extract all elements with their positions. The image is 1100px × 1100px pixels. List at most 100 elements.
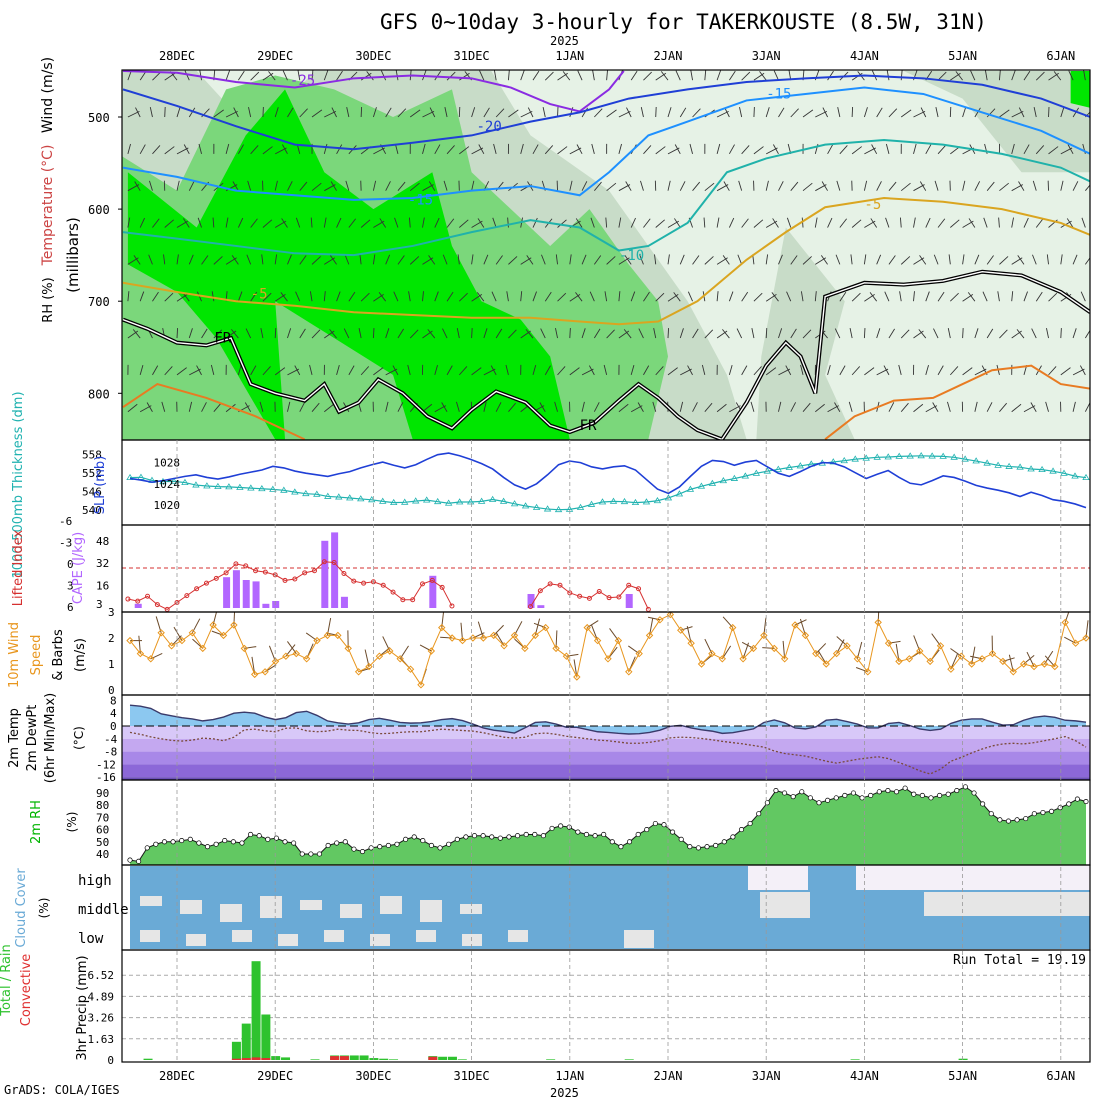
wind-barb xyxy=(1035,145,1045,155)
rh2m-point xyxy=(480,833,486,839)
cloud-gap xyxy=(460,904,482,914)
isotherm--25 xyxy=(122,70,625,113)
wind-barb xyxy=(429,107,436,118)
precip-total-bar xyxy=(261,1014,271,1060)
wind-barb xyxy=(287,181,293,191)
wind-barb xyxy=(188,181,195,191)
wind-barb xyxy=(152,145,161,155)
li-point xyxy=(154,602,160,608)
wind-barb xyxy=(127,403,138,413)
li-point xyxy=(184,593,190,599)
wind-barb xyxy=(569,328,571,339)
ylabel-temp2m: 2m Temp xyxy=(7,708,22,768)
thickness-point xyxy=(379,497,387,504)
rh2m-point xyxy=(902,785,908,791)
wind-barb xyxy=(674,218,681,228)
wind-barb xyxy=(280,292,288,302)
precip-total-bar xyxy=(850,1059,860,1060)
wind-barb xyxy=(225,143,230,154)
wind-barb xyxy=(139,144,146,155)
wind-barb xyxy=(1060,254,1063,265)
wind-barb xyxy=(557,219,567,228)
wind-barb xyxy=(606,329,615,339)
thickness-point xyxy=(620,497,629,505)
rh2m-point xyxy=(265,836,271,842)
wind-barb-10m xyxy=(888,640,901,644)
wind-speed-point xyxy=(760,631,768,640)
slp-tick-label: 1020 xyxy=(154,499,181,512)
rh2m-point xyxy=(1014,817,1020,823)
wind-barb xyxy=(231,255,239,265)
wind-barb xyxy=(520,70,525,81)
wind-barb xyxy=(446,218,455,228)
rh2m-point xyxy=(428,842,434,849)
wind-barb xyxy=(127,143,131,154)
thickness-point xyxy=(906,452,914,459)
thickness-point xyxy=(236,483,244,490)
wind-barb xyxy=(640,107,644,118)
wind-speed-point xyxy=(832,649,841,658)
cloud-level-label-high: high xyxy=(78,873,112,889)
wind-barb xyxy=(728,217,735,228)
cloud-clear xyxy=(748,866,808,890)
wind-barb xyxy=(974,107,981,118)
wind-barb xyxy=(163,254,166,265)
wind-barb xyxy=(477,218,485,228)
li-point xyxy=(380,582,386,588)
wind-barb xyxy=(201,402,207,412)
wind-barb xyxy=(554,401,558,412)
wind-barb xyxy=(687,365,693,376)
wind-barb xyxy=(605,217,608,228)
wind-barb xyxy=(394,143,399,154)
wind-barb xyxy=(821,181,828,191)
wind-barb xyxy=(188,328,193,339)
thickness-point xyxy=(741,472,750,479)
wind-barb xyxy=(998,70,1001,81)
li-point xyxy=(361,580,367,586)
li-point xyxy=(321,559,327,565)
wind-speed-point xyxy=(687,639,695,647)
wind-barb xyxy=(667,107,672,118)
wind-barb xyxy=(900,329,910,339)
wind-barb xyxy=(232,181,239,191)
wind-barb xyxy=(679,328,684,339)
wind-barb xyxy=(299,108,308,118)
wind-barb xyxy=(274,328,277,339)
wind-barb xyxy=(687,291,693,302)
rh2m-point xyxy=(506,834,512,840)
rh2m-point xyxy=(187,836,193,842)
li-tick-label: -6 xyxy=(59,515,72,528)
wind-barb xyxy=(885,143,890,154)
cape-tick-label: 3 xyxy=(96,598,103,611)
wind-barb xyxy=(1060,107,1065,118)
wind-barb xyxy=(1017,255,1025,265)
ylabel-rh2m: 2m RH xyxy=(29,800,44,844)
wind-barb xyxy=(237,217,244,228)
wind-barb xyxy=(935,107,939,118)
wind-barb xyxy=(679,181,686,191)
wind-barb xyxy=(643,291,650,302)
li-point xyxy=(586,595,592,601)
wind-barb xyxy=(134,181,141,191)
wind-barb xyxy=(765,180,769,191)
wind-barb xyxy=(704,256,714,265)
wind-barb xyxy=(459,72,470,81)
wind-barb xyxy=(176,328,179,339)
rh2m-point xyxy=(463,834,469,840)
wind-barb xyxy=(493,143,497,154)
wind-barb xyxy=(837,107,841,118)
rh2m-point xyxy=(153,841,159,847)
wind-barb xyxy=(736,328,743,339)
li-point xyxy=(282,577,288,583)
wind-barb xyxy=(802,182,813,192)
day-label-bottom: 28DEC xyxy=(159,1069,195,1083)
wind-barb xyxy=(1033,107,1037,118)
wind-barb xyxy=(146,402,153,412)
thickness-point xyxy=(994,461,1002,468)
contour-label: -25 xyxy=(290,73,315,89)
wind-speed-point xyxy=(916,647,924,655)
wind-barb xyxy=(884,291,890,302)
thickness-point xyxy=(774,465,783,472)
wind-barb xyxy=(900,182,911,192)
rh2m-point xyxy=(945,791,951,797)
